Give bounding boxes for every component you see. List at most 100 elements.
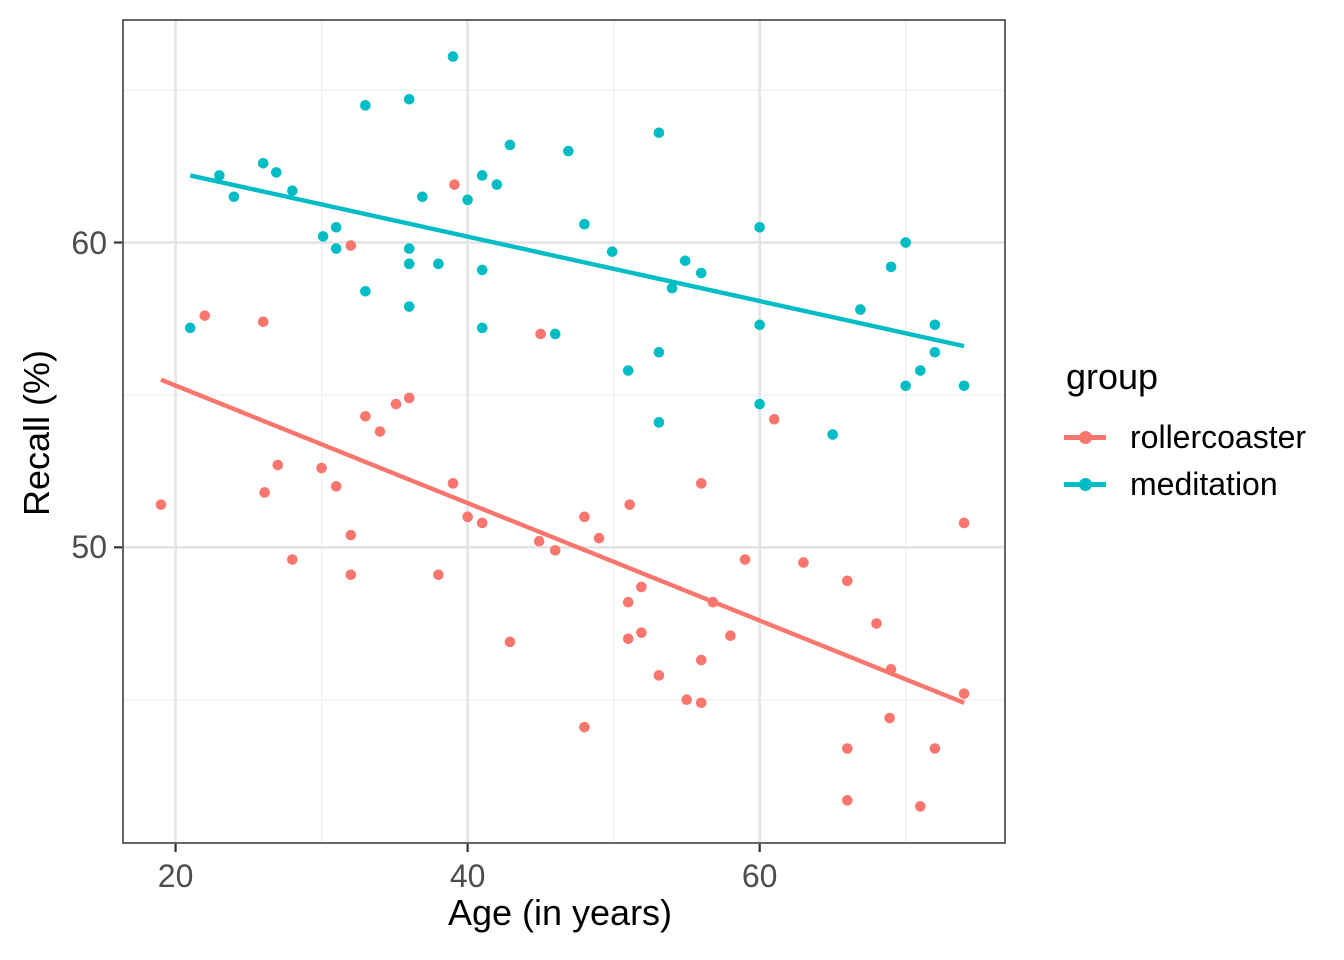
- trend-line-meditation: [189, 173, 965, 349]
- data-point-rollercoaster: [374, 426, 386, 437]
- data-point-rollercoaster: [624, 499, 636, 510]
- data-point-rollercoaster: [884, 712, 895, 724]
- data-point-meditation: [915, 365, 926, 376]
- data-point-meditation: [900, 380, 912, 392]
- data-point-rollercoaster: [272, 459, 284, 471]
- data-point-meditation: [287, 185, 298, 196]
- data-point-rollercoaster: [695, 697, 707, 709]
- data-point-rollercoaster: [725, 630, 736, 642]
- data-point-rollercoaster: [259, 487, 270, 498]
- data-point-rollercoaster: [871, 618, 882, 629]
- data-point-rollercoaster: [579, 721, 590, 733]
- data-point-meditation: [403, 93, 415, 105]
- y-axis-title: Recall (%): [16, 349, 57, 517]
- data-point-meditation: [184, 322, 196, 334]
- data-point-rollercoaster: [653, 670, 665, 681]
- data-point-rollercoaster: [360, 410, 371, 422]
- data-point-meditation: [403, 243, 415, 254]
- data-point-meditation: [214, 170, 225, 181]
- data-point-meditation: [855, 304, 866, 315]
- data-point-meditation: [622, 365, 634, 376]
- data-point-meditation: [403, 258, 415, 270]
- data-point-rollercoaster: [449, 179, 460, 190]
- data-point-rollercoaster: [636, 627, 647, 638]
- data-point-rollercoaster: [345, 240, 357, 251]
- data-point-meditation: [929, 319, 941, 331]
- data-point-rollercoaster: [199, 310, 211, 321]
- legend-item-rollercoaster: rollercoaster: [1064, 414, 1306, 461]
- data-point-rollercoaster: [915, 801, 926, 812]
- data-point-meditation: [433, 258, 444, 270]
- data-point-rollercoaster: [739, 554, 751, 565]
- data-point-rollercoaster: [390, 398, 402, 410]
- y-tick-label: 50: [71, 529, 107, 566]
- data-point-meditation: [476, 170, 488, 181]
- data-point-rollercoaster: [636, 581, 647, 593]
- data-point-meditation: [360, 100, 371, 111]
- data-point-rollercoaster: [447, 478, 459, 489]
- data-point-meditation: [330, 243, 342, 254]
- data-point-rollercoaster: [316, 462, 327, 474]
- data-point-meditation: [476, 322, 488, 334]
- data-point-meditation: [754, 319, 765, 331]
- data-point-meditation: [360, 285, 371, 297]
- data-point-rollercoaster: [257, 316, 269, 328]
- data-point-meditation: [579, 218, 590, 230]
- data-point-meditation: [679, 255, 691, 267]
- data-point-rollercoaster: [695, 654, 707, 666]
- data-point-meditation: [504, 139, 516, 151]
- data-point-meditation: [228, 191, 240, 203]
- data-point-rollercoaster: [681, 694, 692, 706]
- data-point-meditation: [929, 346, 941, 358]
- data-point-rollercoaster: [535, 328, 546, 340]
- data-point-rollercoaster: [622, 596, 634, 608]
- data-point-meditation: [476, 264, 488, 276]
- data-point-meditation: [271, 167, 282, 178]
- data-point-meditation: [417, 191, 428, 203]
- data-point-rollercoaster: [433, 569, 444, 581]
- data-point-meditation: [491, 179, 503, 190]
- x-tick-label: 20: [157, 858, 194, 894]
- point-swatch: [1079, 478, 1092, 491]
- data-point-rollercoaster: [533, 535, 545, 547]
- data-point-rollercoaster: [622, 633, 634, 645]
- data-point-meditation: [563, 145, 574, 157]
- legend-key-rollercoaster: [1064, 431, 1106, 444]
- data-point-meditation: [549, 328, 561, 340]
- data-point-meditation: [317, 231, 329, 242]
- data-point-meditation: [653, 417, 665, 428]
- point-swatch: [1079, 431, 1092, 444]
- trend-line-rollercoaster: [160, 377, 965, 705]
- data-point-rollercoaster: [841, 575, 853, 587]
- data-point-rollercoaster: [462, 511, 473, 523]
- data-point-meditation: [754, 398, 765, 410]
- x-tick-label: 40: [449, 858, 486, 894]
- legend-label: rollercoaster: [1130, 419, 1307, 455]
- x-axis-title: Age (in years): [447, 892, 673, 933]
- legend-title: group: [1066, 356, 1159, 397]
- data-point-meditation: [403, 301, 415, 312]
- data-point-rollercoaster: [593, 532, 605, 544]
- data-point-meditation: [447, 51, 459, 62]
- data-point-rollercoaster: [958, 688, 970, 699]
- data-point-rollercoaster: [841, 795, 853, 806]
- data-point-meditation: [666, 282, 678, 294]
- data-point-meditation: [606, 246, 618, 257]
- legend: group rollercoaster meditation: [1064, 356, 1306, 508]
- data-point-meditation: [885, 261, 897, 273]
- data-point-meditation: [462, 194, 473, 206]
- legend-label: meditation: [1130, 466, 1278, 502]
- data-point-rollercoaster: [579, 511, 590, 523]
- data-point-rollercoaster: [798, 557, 809, 568]
- data-point-rollercoaster: [330, 481, 342, 492]
- data-point-rollercoaster: [345, 529, 357, 541]
- data-point-rollercoaster: [695, 478, 707, 489]
- legend-key-meditation: [1064, 478, 1106, 491]
- data-point-rollercoaster: [841, 743, 853, 754]
- data-point-meditation: [900, 237, 912, 248]
- data-point-rollercoaster: [476, 517, 488, 529]
- data-point-rollercoaster: [958, 517, 970, 529]
- data-point-rollercoaster: [549, 545, 561, 556]
- data-point-meditation: [330, 221, 342, 233]
